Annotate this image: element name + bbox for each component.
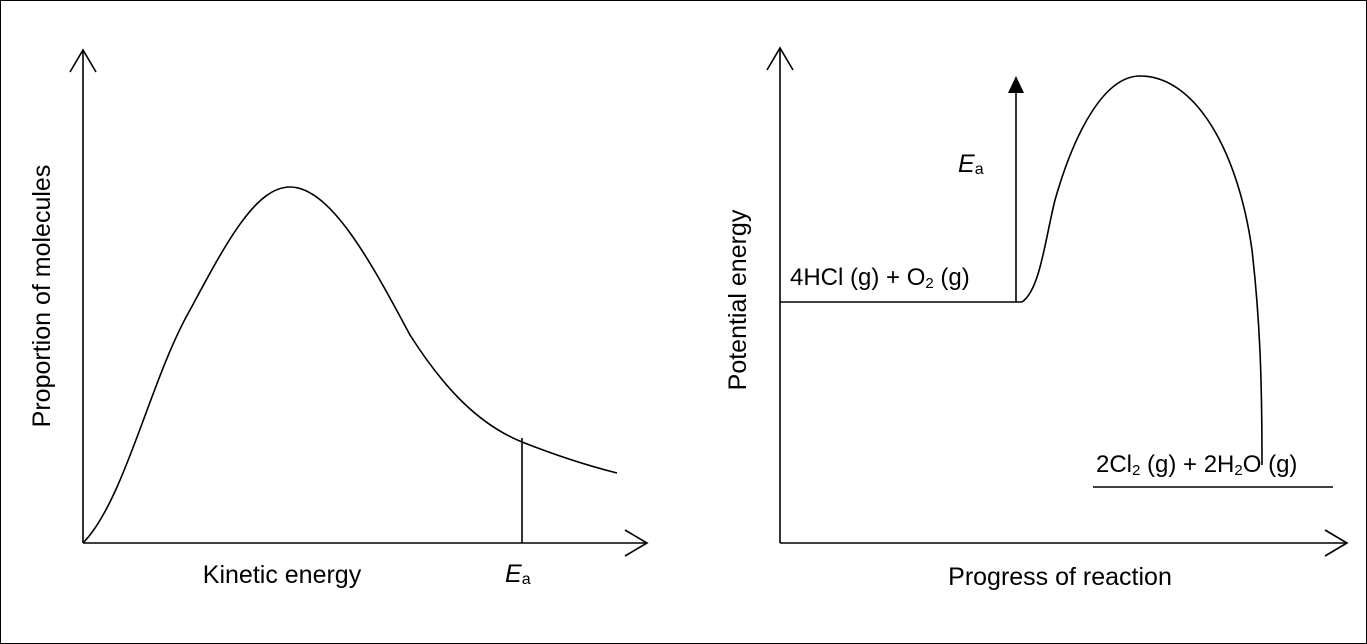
- energy-profile-diagram: Potential energy Progress of reaction Ea…: [724, 46, 1349, 591]
- energy-distribution-curve: [82, 186, 618, 544]
- left-ea-label: Ea: [505, 560, 531, 588]
- reactants-label: 4HCl (g) + O2 (g): [790, 264, 970, 292]
- right-y-axis-label: Potential energy: [724, 209, 752, 390]
- right-y-axis-arrowhead: [766, 46, 794, 71]
- right-ea-label: Ea: [958, 150, 984, 178]
- left-y-axis-label: Proportion of molecules: [28, 165, 56, 428]
- left-x-axis-label: Kinetic energy: [203, 561, 362, 589]
- boltzmann-diagram: Proportion of molecules Kinetic energy E…: [28, 48, 649, 589]
- left-x-axis-arrowhead: [624, 529, 649, 557]
- activation-energy-arrowhead: [1008, 76, 1024, 93]
- left-y-axis-arrowhead: [69, 48, 97, 73]
- reaction-energy-curve: [1021, 75, 1263, 466]
- products-label: 2Cl2 (g) + 2H2O (g): [1096, 451, 1297, 479]
- right-x-axis-label: Progress of reaction: [948, 563, 1172, 591]
- right-x-axis-arrowhead: [1324, 529, 1349, 557]
